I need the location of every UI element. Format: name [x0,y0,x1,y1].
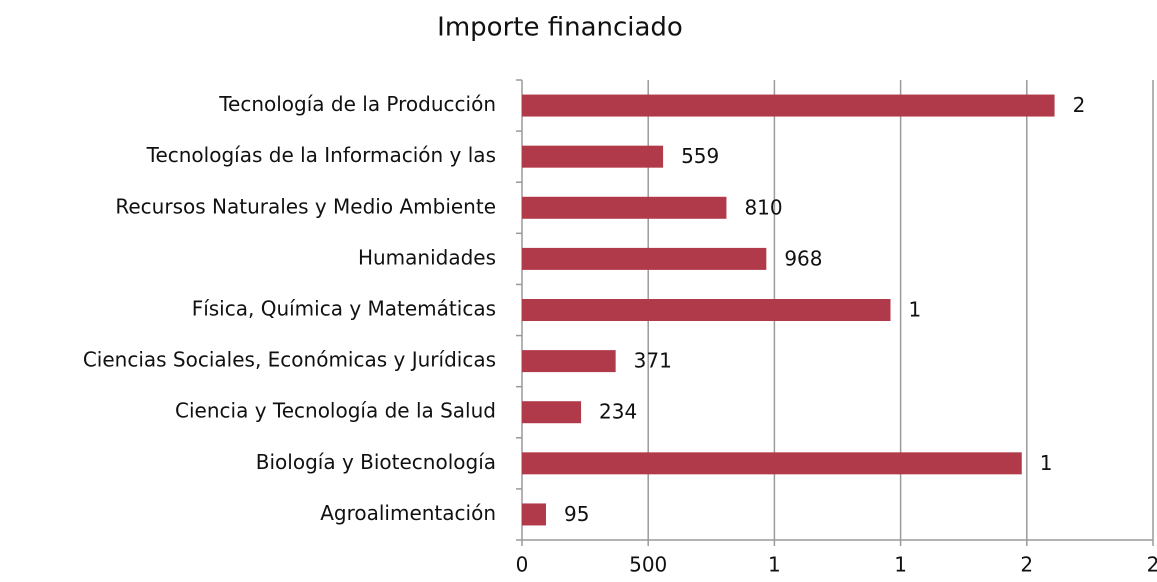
bar [522,299,891,321]
chart-title: Importe financiado [437,13,683,43]
x-tick-label: 1 [768,553,781,577]
data-label: 559 [681,144,719,168]
data-label: 1 [909,298,922,322]
bar [522,145,664,168]
x-tick-label: 0 [516,553,529,577]
data-label: 968 [784,246,822,270]
y-tick-label: Tecnologías de la Información y las [146,143,496,167]
data-label: 95 [564,502,589,526]
data-label: 234 [599,400,637,424]
y-tick-label: Tecnología de la Producción [218,92,496,116]
bar [522,452,1022,475]
data-label: 1 [1040,451,1053,475]
x-tick-label: 500 [629,553,667,577]
data-label: 2 [1073,93,1086,117]
bar [522,247,767,270]
y-tick-label: Ciencia y Tecnología de la Salud [175,399,496,423]
bar [522,196,727,219]
y-tick-label: Recursos Naturales y Medio Ambiente [115,194,496,218]
y-tick-label: Ciencias Sociales, Económicas y Jurídica… [83,348,496,372]
bar [522,94,1055,117]
x-tick-label: 2 [1020,553,1033,577]
bar [522,503,546,526]
y-tick-label: Biología y Biotecnología [256,450,496,474]
y-tick-label: Humanidades [358,245,496,269]
y-tick-label: Agroalimentación [320,501,496,525]
x-tick-label: 1 [894,553,907,577]
y-tick-label: Física, Química y Matemáticas [192,297,496,321]
data-label: 810 [744,195,782,219]
data-label: 371 [634,349,672,373]
bar [522,401,582,424]
x-tick-label: 2 [1147,553,1157,577]
bar [522,350,616,373]
